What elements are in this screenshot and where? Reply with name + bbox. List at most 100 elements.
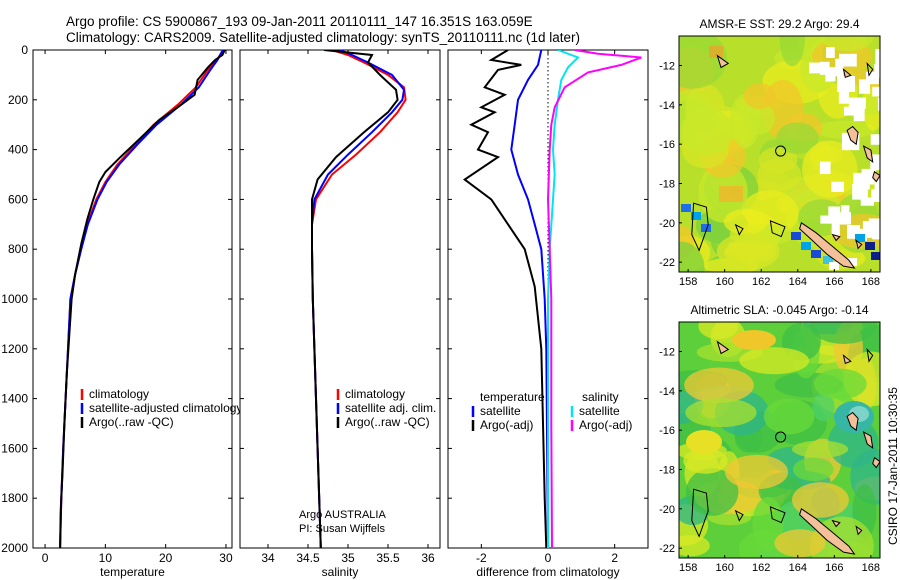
side-timestamp: CSIRO 17-Jan-2011 10:30:35 — [886, 387, 900, 545]
missing-pixel — [871, 189, 880, 202]
x-tick-label: 36 — [421, 551, 435, 565]
x-tick-label: 160 — [716, 562, 734, 574]
series-line-argo-raw-qc- — [311, 50, 399, 548]
salinity-panel: 34 34.5 35 35.5 36 salinity climatologysatelli… — [239, 49, 441, 579]
missing-pixel — [848, 97, 866, 109]
missing-pixel — [853, 172, 870, 190]
missing-pixel — [875, 48, 880, 67]
x-tick-label: 20 — [159, 551, 173, 565]
reef-outline — [734, 509, 744, 522]
warm-patch — [719, 186, 743, 202]
field-blob — [812, 392, 835, 422]
land-polygon — [842, 354, 852, 364]
field-blob — [724, 454, 789, 490]
series-line-argo-adj- — [546, 50, 642, 548]
y-tick-label: -22 — [659, 543, 675, 555]
missing-pixel — [878, 97, 880, 111]
x-axis-label: salinity — [322, 565, 359, 579]
legend-label: satellite adj. clim. — [345, 401, 436, 415]
legend-label: Argo(-adj) — [480, 418, 533, 432]
cold-pixel — [811, 250, 821, 258]
reef-outline — [769, 506, 786, 524]
y-tick-label: 0 — [21, 43, 28, 57]
x-tick-label: 158 — [679, 276, 697, 288]
plot-frame — [239, 49, 441, 549]
reef-outline — [866, 347, 874, 363]
land-polygon — [842, 68, 852, 78]
missing-pixel — [860, 197, 874, 206]
field-blob — [739, 347, 810, 375]
map-title: AMSR-E SST: 29.2 Argo: 29.4 — [699, 17, 859, 31]
field-blob — [763, 398, 815, 435]
cold-pixel — [829, 262, 839, 270]
map-field — [679, 36, 880, 272]
y-tick-label: -18 — [659, 179, 675, 191]
field-blob — [809, 322, 877, 344]
missing-pixel — [838, 91, 849, 104]
cold-pixel — [681, 204, 691, 212]
x-tick-label: 0 — [42, 551, 49, 565]
field-blob — [774, 529, 826, 558]
title-line-1: Argo profile: CS 5900867_193 09-Jan-2011… — [66, 14, 533, 29]
y-tick-label: -12 — [659, 347, 675, 359]
legend-label: Argo(..raw -QC) — [345, 415, 430, 429]
cold-pixel — [823, 256, 833, 264]
missing-pixel — [826, 47, 835, 58]
field-blob — [679, 535, 710, 557]
missing-pixel — [863, 222, 876, 238]
x-tick-label: 164 — [789, 562, 807, 574]
field-blob — [732, 330, 776, 350]
y-tick-label: 200 — [8, 93, 28, 107]
cold-pixel — [691, 212, 701, 220]
y-tick-label: -20 — [659, 504, 675, 516]
y-tick-label: 400 — [8, 143, 28, 157]
legend-label: climatology — [89, 387, 149, 401]
land-polygon — [862, 145, 874, 164]
x-tick-label: 168 — [862, 562, 880, 574]
y-tick-label: -20 — [659, 218, 675, 230]
land-polygon — [716, 54, 730, 69]
x-tick-label: 164 — [789, 276, 807, 288]
cold-pixel — [701, 224, 711, 232]
y-tick-label: 2000 — [1, 541, 28, 555]
legend-label: climatology — [345, 387, 405, 401]
field-blob — [685, 398, 757, 428]
missing-pixel — [840, 205, 850, 214]
argo-credit-1: Argo AUSTRALIA — [299, 509, 386, 521]
y-tick-label: -22 — [659, 257, 675, 269]
warm-patch — [709, 46, 723, 58]
land-polygon — [716, 340, 730, 355]
x-tick-label: -2 — [476, 551, 487, 565]
missing-pixel — [858, 79, 871, 94]
legend-group-header: salinity — [582, 390, 619, 404]
land-polygon — [846, 411, 859, 432]
reef-outline — [691, 202, 709, 252]
reef-outline — [734, 223, 744, 236]
x-tick-label: 168 — [862, 276, 880, 288]
land-polygon — [855, 239, 863, 250]
land-polygon — [862, 431, 874, 450]
reef-outline — [866, 61, 874, 77]
argo-position-marker — [775, 145, 787, 157]
y-tick-label: 1000 — [1, 292, 28, 306]
y-tick-label: 1200 — [1, 342, 28, 356]
x-tick-label: 166 — [825, 562, 843, 574]
land-polygon — [872, 170, 880, 183]
missing-pixel — [819, 161, 831, 175]
cold-pixel — [855, 234, 865, 242]
title-line-2: Climatology: CARS2009. Satellite-adjuste… — [66, 30, 580, 45]
field-blob — [684, 367, 754, 403]
cold-pixel — [791, 232, 801, 240]
cold-pixel — [871, 252, 880, 260]
legend-group-header: temperature — [480, 390, 545, 404]
x-axis-label: difference from climatology — [476, 565, 619, 579]
missing-pixel — [843, 106, 855, 116]
x-tick-label: 34 — [261, 551, 275, 565]
land-polygon — [831, 233, 841, 242]
x-tick-label: 166 — [825, 276, 843, 288]
legend-label: satellite — [480, 404, 521, 418]
field-blob — [758, 147, 798, 174]
field-blob — [792, 457, 834, 482]
